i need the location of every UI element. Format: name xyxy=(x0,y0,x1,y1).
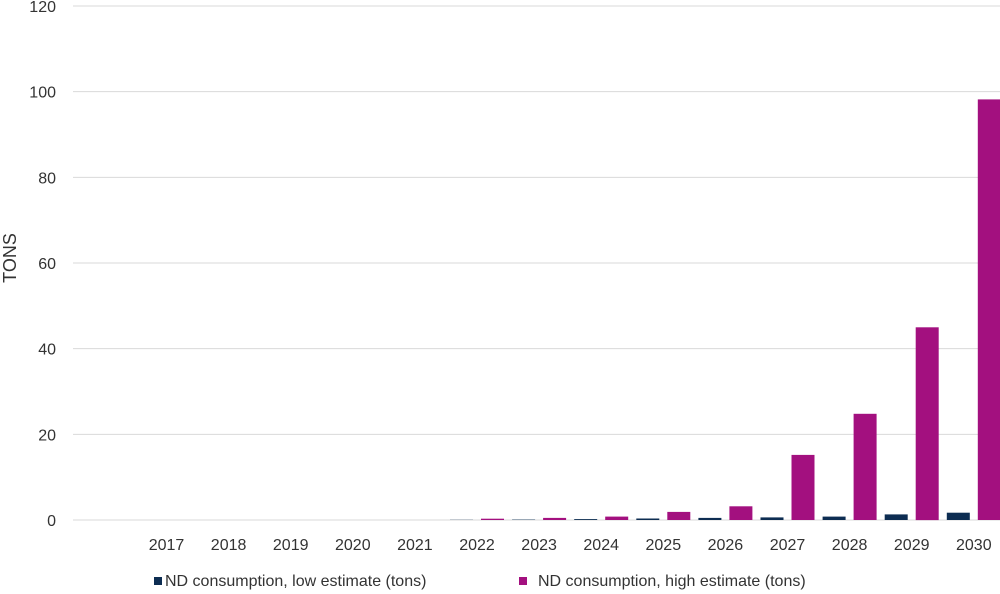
bar-high-2022 xyxy=(481,518,504,520)
bar-low-2027 xyxy=(760,517,784,520)
y-tick-label: 0 xyxy=(47,513,56,530)
legend-label-high: ND consumption, high estimate (tons) xyxy=(538,573,806,590)
bar-low-2030 xyxy=(946,512,970,520)
x-tick-label: 2020 xyxy=(335,537,371,554)
gridlines xyxy=(73,5,1000,521)
bar-low-2029 xyxy=(884,514,908,520)
bar-low-2024 xyxy=(574,519,598,520)
bar-high-2026 xyxy=(729,506,753,520)
bar-high-2028 xyxy=(853,413,877,520)
x-tick-label: 2028 xyxy=(832,537,868,554)
y-tick-label: 60 xyxy=(38,256,56,273)
bar-low-2028 xyxy=(822,516,846,520)
x-tick-label: 2017 xyxy=(149,537,185,554)
y-tick-label: 100 xyxy=(29,85,56,102)
x-tick-label: 2024 xyxy=(583,537,619,554)
bar-high-2030 xyxy=(977,99,1000,521)
y-tick-label: 80 xyxy=(38,170,56,187)
x-tick-label: 2021 xyxy=(397,537,433,554)
legend-item-low: ND consumption, low estimate (tons) xyxy=(154,573,426,590)
y-axis-ticks: 0 20 40 60 80 100 120 xyxy=(29,0,56,530)
x-tick-label: 2019 xyxy=(273,537,309,554)
bar-high-2027 xyxy=(791,454,815,520)
legend: ND consumption, low estimate (tons) ND c… xyxy=(154,573,806,590)
bar-high-2029 xyxy=(915,327,939,521)
legend-swatch-low xyxy=(154,577,162,585)
bar-low-2026 xyxy=(698,517,722,520)
bar-high-2023 xyxy=(543,517,567,520)
x-tick-label: 2026 xyxy=(708,537,744,554)
bars xyxy=(450,99,1000,521)
x-tick-label: 2029 xyxy=(894,537,930,554)
x-tick-label: 2023 xyxy=(521,537,557,554)
x-tick-label: 2030 xyxy=(956,537,992,554)
y-tick-label: 20 xyxy=(38,427,56,444)
legend-swatch-high xyxy=(519,577,527,585)
legend-item-high: ND consumption, high estimate (tons) xyxy=(519,573,806,590)
y-tick-label: 120 xyxy=(29,0,56,16)
x-tick-label: 2018 xyxy=(211,537,247,554)
x-axis-ticks: 2017 2018 2019 2020 2021 2022 2023 2024 2025 2026… xyxy=(149,537,992,554)
x-tick-label: 2022 xyxy=(459,537,495,554)
x-tick-label: 2027 xyxy=(770,537,806,554)
bar-high-2024 xyxy=(605,516,629,520)
bar-high-2025 xyxy=(667,511,691,520)
x-tick-label: 2025 xyxy=(646,537,682,554)
y-tick-label: 40 xyxy=(38,342,56,359)
bar-low-2025 xyxy=(636,518,660,520)
legend-label-low: ND consumption, low estimate (tons) xyxy=(165,573,426,590)
y-axis-label: TONS xyxy=(0,233,20,283)
